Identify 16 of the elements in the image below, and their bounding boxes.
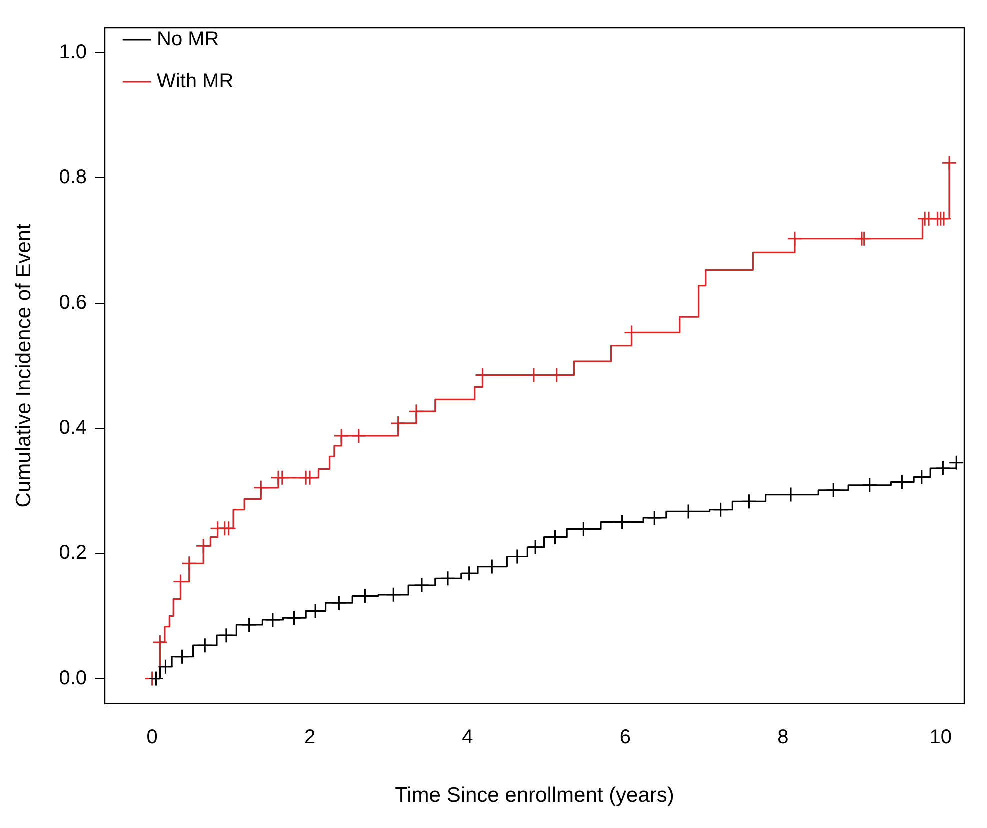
y-tick-label: 0.8 xyxy=(59,166,88,189)
x-tick-label: 8 xyxy=(778,726,789,748)
y-tick-label: 1.0 xyxy=(59,42,88,64)
y-axis-title: Cumulative Incidence of Event xyxy=(12,224,36,508)
x-tick-label: 0 xyxy=(146,726,158,748)
legend-label: With MR xyxy=(157,70,234,93)
x-tick-label: 6 xyxy=(620,726,631,748)
y-tick-label: 0.4 xyxy=(59,416,88,439)
x-axis-title: Time Since enrollment (years) xyxy=(395,784,674,808)
legend-label: No MR xyxy=(157,28,220,51)
y-tick-label: 0.2 xyxy=(59,542,88,564)
x-tick-label: 10 xyxy=(930,726,952,748)
y-tick-label: 0.0 xyxy=(59,667,88,690)
x-tick-label: 2 xyxy=(304,726,316,748)
y-tick-label: 0.6 xyxy=(59,292,88,314)
x-tick-label: 4 xyxy=(462,726,474,748)
